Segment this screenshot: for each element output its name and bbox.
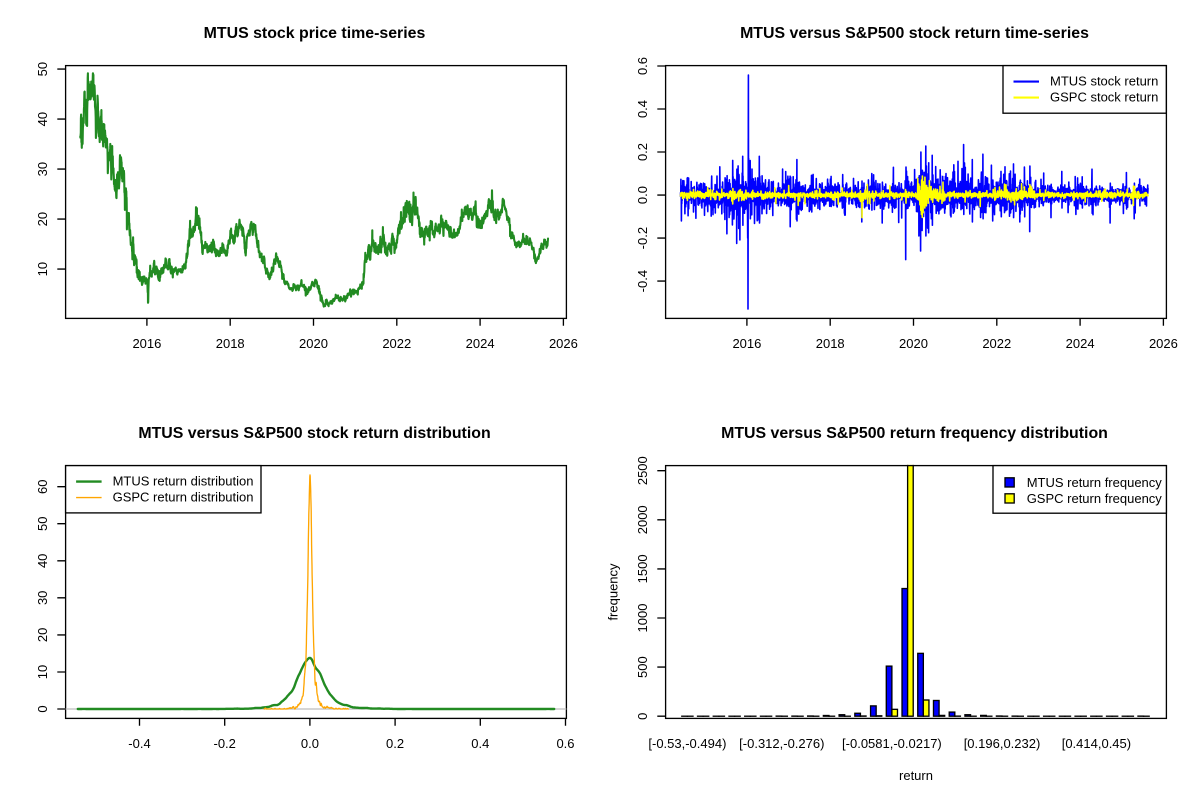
svg-text:[-0.0581,-0.0217): [-0.0581,-0.0217)	[842, 736, 942, 751]
svg-text:[-0.312,-0.276): [-0.312,-0.276)	[739, 736, 824, 751]
svg-text:return: return	[899, 768, 933, 783]
svg-text:2024: 2024	[466, 336, 495, 351]
svg-text:0.4: 0.4	[471, 736, 489, 751]
svg-text:10: 10	[35, 665, 50, 679]
svg-text:1500: 1500	[635, 554, 650, 583]
svg-text:-0.2: -0.2	[635, 227, 650, 249]
svg-text:-0.2: -0.2	[213, 736, 235, 751]
svg-text:20: 20	[35, 212, 50, 226]
svg-text:[0.414,0.45): [0.414,0.45)	[1062, 736, 1131, 751]
svg-text:[-0.53,-0.494): [-0.53,-0.494)	[648, 736, 726, 751]
svg-text:2026: 2026	[549, 336, 578, 351]
svg-text:2500: 2500	[635, 456, 650, 485]
svg-text:[0.196,0.232): [0.196,0.232)	[964, 736, 1041, 751]
svg-text:30: 30	[35, 591, 50, 605]
svg-text:0: 0	[35, 705, 50, 712]
svg-text:50: 50	[35, 516, 50, 530]
svg-text:frequency: frequency	[606, 563, 621, 621]
svg-text:40: 40	[35, 554, 50, 568]
svg-text:GSPC return frequency: GSPC return frequency	[1027, 491, 1163, 506]
svg-text:MTUS stock price time-series: MTUS stock price time-series	[204, 25, 426, 42]
svg-text:2024: 2024	[1066, 336, 1095, 351]
svg-text:40: 40	[35, 112, 50, 126]
svg-text:0: 0	[635, 713, 650, 720]
svg-text:60: 60	[35, 479, 50, 493]
svg-text:2000: 2000	[635, 505, 650, 534]
svg-text:20: 20	[35, 628, 50, 642]
svg-text:2022: 2022	[982, 336, 1011, 351]
svg-text:MTUS stock return: MTUS stock return	[1050, 74, 1158, 89]
svg-text:0.6: 0.6	[556, 736, 574, 751]
svg-text:GSPC return distribution: GSPC return distribution	[113, 490, 254, 505]
svg-text:2022: 2022	[382, 336, 411, 351]
svg-text:-0.4: -0.4	[635, 270, 650, 292]
svg-text:0.0: 0.0	[301, 736, 319, 751]
svg-text:1000: 1000	[635, 604, 650, 633]
svg-text:-0.4: -0.4	[128, 736, 150, 751]
svg-text:0.4: 0.4	[635, 100, 650, 118]
svg-text:MTUS versus S&P500 return freq: MTUS versus S&P500 return frequency dist…	[721, 425, 1108, 442]
svg-text:50: 50	[35, 62, 50, 76]
svg-text:2016: 2016	[132, 336, 161, 351]
svg-text:2020: 2020	[899, 336, 928, 351]
svg-text:MTUS versus S&P500 stock retur: MTUS versus S&P500 stock return time-ser…	[740, 25, 1089, 42]
svg-text:MTUS return distribution: MTUS return distribution	[113, 474, 254, 489]
svg-text:MTUS versus S&P500 stock retur: MTUS versus S&P500 stock return distribu…	[138, 425, 490, 442]
svg-text:0.2: 0.2	[635, 143, 650, 161]
svg-text:MTUS return frequency: MTUS return frequency	[1027, 475, 1163, 490]
svg-text:GSPC stock return: GSPC stock return	[1050, 90, 1158, 105]
svg-text:10: 10	[35, 262, 50, 276]
svg-text:2026: 2026	[1149, 336, 1178, 351]
svg-text:0.0: 0.0	[635, 186, 650, 204]
svg-text:2018: 2018	[216, 336, 245, 351]
svg-text:2018: 2018	[816, 336, 845, 351]
svg-text:0.6: 0.6	[635, 57, 650, 75]
svg-text:500: 500	[635, 656, 650, 678]
svg-text:0.2: 0.2	[386, 736, 404, 751]
svg-text:2016: 2016	[732, 336, 761, 351]
svg-text:2020: 2020	[299, 336, 328, 351]
svg-text:30: 30	[35, 162, 50, 176]
